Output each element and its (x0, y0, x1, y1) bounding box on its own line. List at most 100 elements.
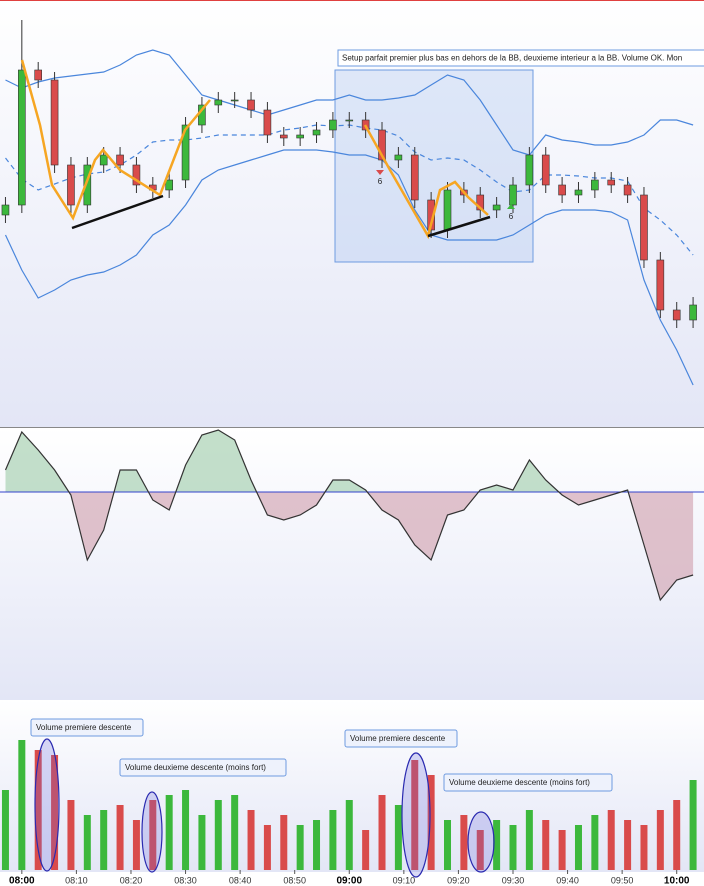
x-tick-label: 08:00 (9, 876, 35, 886)
volume-bar (656, 810, 664, 870)
volume-ellipse (467, 811, 495, 873)
candle-body (689, 304, 697, 321)
volume-bar (83, 815, 91, 870)
volume-bar (263, 825, 271, 870)
signal-label: 6 (378, 177, 383, 186)
volume-bar (394, 805, 402, 870)
zigzag (363, 124, 489, 240)
candle-body (558, 184, 566, 196)
candle-body (525, 154, 534, 186)
volume-bar (296, 825, 304, 870)
volume-bar (51, 755, 59, 870)
volume-layer (1, 740, 697, 870)
x-axis: 08:00 08:10 08:20 08:30 08:40 08:50 09:00 09:10… (9, 870, 690, 886)
candle-body (67, 164, 75, 206)
x-tick-label: 09:20 (447, 875, 470, 885)
candle-body (607, 179, 616, 186)
candle-body (181, 124, 190, 181)
volume-bar (509, 825, 517, 870)
x-tick-label: 08:10 (65, 875, 88, 885)
price-layer (1, 20, 697, 386)
note-box (119, 758, 287, 777)
candle-body (230, 99, 239, 102)
candle-body (247, 99, 255, 111)
volume-bar (558, 830, 566, 870)
volume-bar (673, 800, 681, 870)
note-text: Setup parfait premier plus bas en dehors… (342, 54, 682, 63)
candle-body (165, 179, 173, 191)
candle-body (18, 69, 26, 206)
candle-body (345, 119, 354, 122)
volume-bar (362, 830, 370, 870)
candle-body (214, 99, 223, 106)
volume-bar (624, 820, 632, 870)
trend-line (71, 194, 164, 230)
setup-note: Setup parfait premier plus bas en dehors… (337, 49, 704, 67)
x-tick-label: 10:00 (664, 876, 690, 886)
candle-body (132, 164, 141, 186)
candle-body (591, 179, 599, 191)
volume-bar (18, 740, 26, 870)
volume-bar (247, 810, 255, 870)
oscillator-line (4, 429, 694, 602)
volume-note: Volume deuxieme descente (moins fort) (449, 778, 590, 787)
candle-body (656, 259, 665, 311)
volume-note: Volume premiere descente (350, 734, 446, 743)
volume-bar (313, 820, 321, 870)
x-tick-label: 09:50 (611, 875, 634, 885)
candle-body (672, 309, 681, 321)
volume-bar (427, 775, 435, 870)
volume-bar (640, 825, 648, 870)
candle-body (394, 154, 403, 161)
volume-bar (591, 815, 599, 870)
volume-bar (378, 795, 386, 870)
volume-bar (444, 820, 452, 870)
candle-body (1, 204, 10, 216)
volume-bar (329, 810, 337, 870)
volume-bar (689, 780, 697, 870)
x-tick-label: 08:50 (283, 875, 306, 885)
x-tick-label: 09:30 (502, 875, 525, 885)
candle-body (492, 204, 501, 211)
signal-arrow (376, 170, 384, 175)
oscillator-pane (0, 428, 704, 700)
candle-body (99, 154, 108, 166)
note-box (337, 49, 704, 67)
volume-bar (214, 800, 222, 870)
signal-label: 6 (509, 212, 514, 221)
volume-bar (67, 800, 75, 870)
x-tick-label: 08:20 (120, 875, 143, 885)
trend-line (427, 215, 491, 238)
volume-bar (607, 810, 615, 870)
volume-bar (34, 750, 42, 870)
oscillator-fill-positive (5, 430, 694, 492)
volume-bar (411, 760, 419, 870)
volume-bar (460, 815, 468, 870)
volume-bar (574, 825, 582, 870)
candle-body (263, 109, 272, 136)
volume-ellipse (141, 791, 163, 873)
volume-bar (198, 815, 206, 870)
volume-bar (149, 800, 157, 870)
candle-body (623, 184, 632, 196)
zigzag (20, 59, 211, 221)
volume-ellipse (401, 752, 431, 878)
volume-notes: Volume premiere descente Volume deuxieme… (30, 718, 613, 878)
candle-body (541, 154, 550, 186)
candle-body (50, 79, 59, 166)
candle-body (329, 119, 337, 131)
candle-body (509, 184, 517, 206)
candle-body (83, 164, 92, 206)
note-box (344, 729, 458, 748)
candle-body (574, 189, 583, 196)
x-tick-label: 08:30 (174, 875, 197, 885)
volume-bar (231, 795, 239, 870)
candle-body (34, 69, 43, 81)
candle-body (279, 134, 288, 139)
x-tick-label: 08:40 (229, 875, 252, 885)
volume-note: Volume premiere descente (36, 723, 132, 732)
candle-body (378, 129, 386, 161)
candle-body (312, 129, 321, 136)
volume-bar (1, 790, 9, 870)
